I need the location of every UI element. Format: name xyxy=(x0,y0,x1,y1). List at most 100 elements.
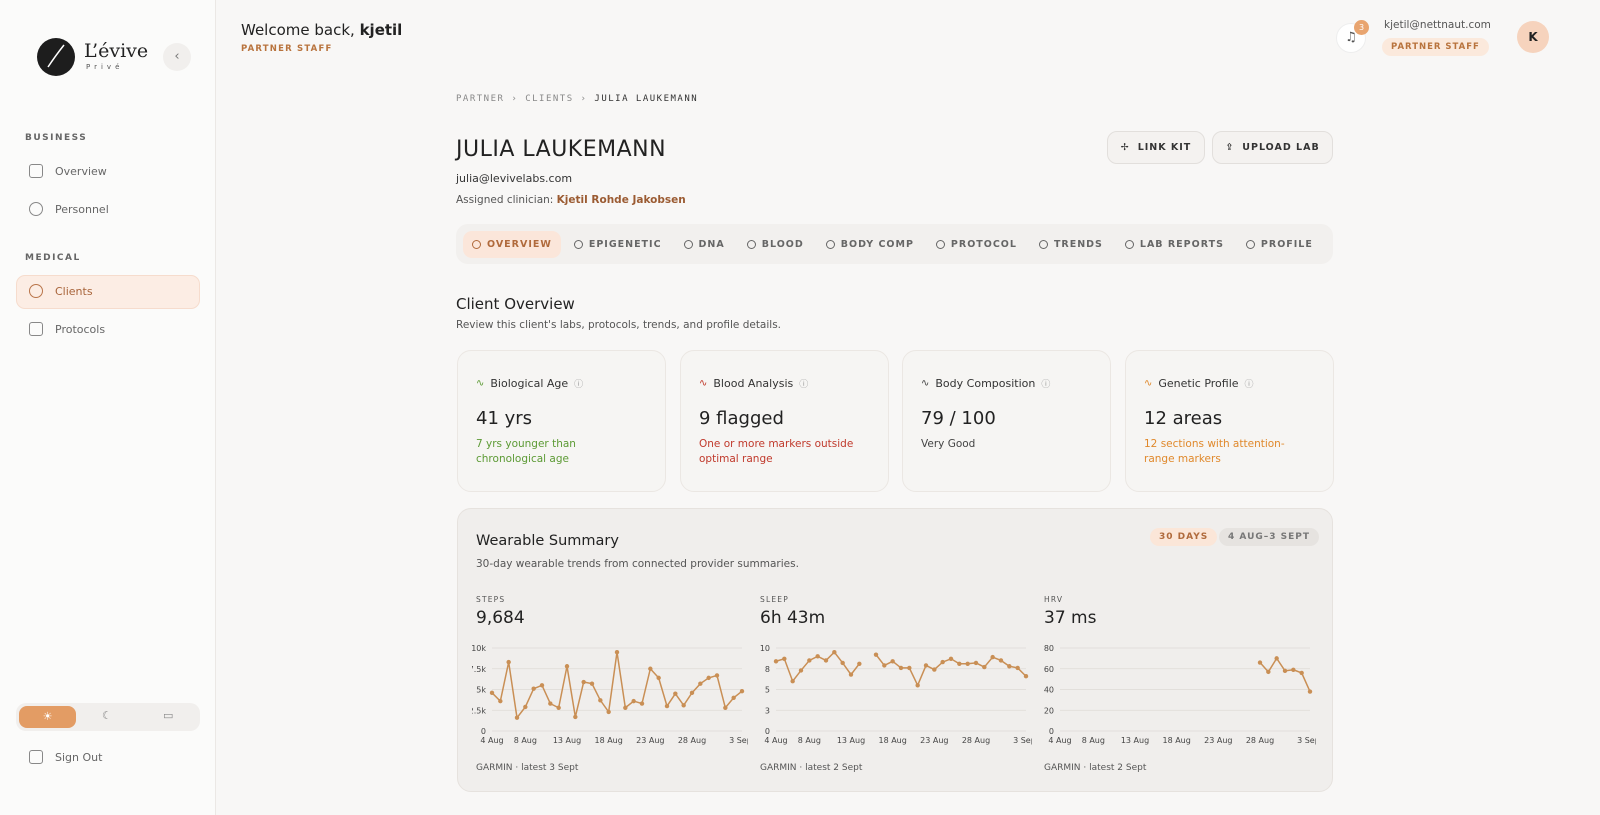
y-tick-label: 5 xyxy=(765,686,770,695)
tab-bar: OVERVIEW EPIGENETIC DNA BLOOD BODY COMP PROTO… xyxy=(456,224,1333,264)
clinician: Assigned clinician: Kjetil Rohde Jakobse… xyxy=(456,194,686,206)
sign-out-label: Sign Out xyxy=(55,750,103,764)
data-point xyxy=(673,691,678,696)
data-point xyxy=(506,659,511,665)
section-title: BUSINESS xyxy=(25,133,88,143)
data-point xyxy=(932,667,937,672)
data-point xyxy=(623,705,628,710)
data-point xyxy=(706,675,711,681)
range-badge[interactable]: 30 DAYS xyxy=(1150,528,1218,546)
data-point xyxy=(1023,674,1029,679)
summary-card: ∿ Blood Analysis ⓘ 9 flagged One or more mar… xyxy=(680,350,889,492)
tab[interactable]: PROTOCOL xyxy=(927,231,1026,258)
x-tick-label: 28 Aug xyxy=(1246,736,1274,745)
tab-icon xyxy=(935,239,945,249)
tab-label: TRENDS xyxy=(1053,238,1103,250)
card-header: ∿ Biological Age ⓘ xyxy=(476,377,647,390)
nav-item[interactable]: Personnel xyxy=(29,202,109,216)
tab-label: PROFILE xyxy=(1260,238,1313,250)
x-tick-label: 23 Aug xyxy=(920,736,948,745)
data-point xyxy=(982,664,987,670)
card-title: Blood Analysis xyxy=(713,377,794,390)
nav-item[interactable]: Clients xyxy=(29,284,93,298)
nav-label: Protocols xyxy=(55,322,106,336)
card-note: One or more markers outside optimal rang… xyxy=(699,438,854,465)
tab-label: BLOOD xyxy=(761,238,804,250)
data-point xyxy=(614,649,620,655)
data-point xyxy=(681,703,686,708)
sign-out[interactable]: Sign Out xyxy=(29,750,102,764)
collapse-button[interactable]: ‹ xyxy=(163,43,191,71)
nav-item[interactable]: Overview xyxy=(29,164,107,178)
user-email: kjetil@nettnaut.com xyxy=(1384,19,1491,31)
notification-count: 3 xyxy=(1354,20,1369,35)
data-point xyxy=(548,701,553,706)
x-tick-label: 18 Aug xyxy=(1162,736,1190,745)
data-point xyxy=(731,695,736,700)
nav-item[interactable]: Protocols xyxy=(29,322,105,336)
tab-icon xyxy=(1038,239,1048,249)
link-kit-button[interactable]: ✢ LINK KIT xyxy=(1107,131,1205,164)
dark-theme[interactable]: ☾ xyxy=(102,709,112,722)
data-point xyxy=(739,688,745,694)
data-point xyxy=(581,679,586,685)
metric-footer: GARMIN · latest 2 Sept xyxy=(1044,763,1147,773)
data-point xyxy=(1282,668,1288,674)
tab[interactable]: BLOOD xyxy=(738,231,813,258)
tab-label: BODY COMP xyxy=(840,238,914,250)
crumb[interactable]: PARTNER xyxy=(456,94,505,104)
x-tick-label: 28 Aug xyxy=(962,736,990,745)
sidebar: L’évive Privé ‹ BUSINESS Overview Person… xyxy=(0,0,216,815)
card-note: 7 yrs younger than chronological age xyxy=(476,438,576,465)
metric-value: 6h 43m xyxy=(760,608,826,628)
tab[interactable]: LAB REPORTS xyxy=(1116,231,1233,258)
data-point xyxy=(815,654,820,659)
x-tick-label: 23 Aug xyxy=(1204,736,1232,745)
line-chart: 0 20 40 60 80 4 Aug 8 Aug 13 Aug 18 Aug 23 Aug 28 … xyxy=(1044,644,1316,745)
client-email: julia@levivelabs.com xyxy=(456,172,573,185)
tab-label: LAB REPORTS xyxy=(1139,238,1224,250)
avatar[interactable]: K xyxy=(1517,21,1549,53)
tab[interactable]: PROFILE xyxy=(1237,231,1322,258)
data-point xyxy=(1291,667,1296,672)
crumb[interactable]: CLIENTS xyxy=(525,94,574,104)
tab[interactable]: DNA xyxy=(675,231,734,258)
info-icon: ⓘ xyxy=(1244,380,1254,390)
data-point xyxy=(664,703,670,709)
data-point xyxy=(790,679,795,684)
x-tick-label: 8 Aug xyxy=(514,736,537,745)
tab[interactable]: BODY COMP xyxy=(817,231,923,258)
data-point xyxy=(589,681,595,686)
data-point xyxy=(531,686,536,691)
card-icon: ∿ xyxy=(921,378,930,389)
upload-lab-button[interactable]: ⇪ UPLOAD LAB xyxy=(1212,131,1333,164)
metric-footer: GARMIN · latest 2 Sept xyxy=(760,763,863,773)
active-nav-bg xyxy=(16,275,200,309)
tab[interactable]: EPIGENETIC xyxy=(565,231,671,258)
section-title: Client Overview xyxy=(456,295,575,313)
nav-label: Personnel xyxy=(55,202,109,216)
date-badge: 4 AUG–3 SEPT xyxy=(1219,528,1320,546)
clinician-name[interactable]: Kjetil Rohde Jakobsen xyxy=(556,194,686,206)
tab-icon xyxy=(683,239,693,249)
data-point xyxy=(798,668,804,673)
info-icon: ⓘ xyxy=(799,380,809,390)
info-icon: ⓘ xyxy=(1041,380,1051,390)
system-theme[interactable]: ▭ xyxy=(163,709,174,722)
wearable-panel: Wearable Summary 30-day wearable trends … xyxy=(457,508,1333,792)
card-note: 12 sections with attention-range markers xyxy=(1144,438,1285,465)
tab[interactable]: TRENDS xyxy=(1030,231,1112,258)
tab[interactable]: OVERVIEW xyxy=(463,230,561,258)
brand-sub: Privé xyxy=(86,63,124,71)
y-tick-label: 0 xyxy=(1049,727,1054,736)
x-tick-label: 3 Sept xyxy=(1013,736,1032,745)
card-value: 9 flagged xyxy=(699,408,784,429)
y-tick-label: 3 xyxy=(765,706,770,715)
series-line xyxy=(1259,656,1311,692)
data-point xyxy=(882,663,887,668)
y-tick-label: 10 xyxy=(760,644,770,653)
data-point xyxy=(940,659,945,665)
data-point xyxy=(1007,664,1012,669)
data-point xyxy=(823,658,829,663)
light-theme[interactable]: ☀ xyxy=(19,706,76,728)
